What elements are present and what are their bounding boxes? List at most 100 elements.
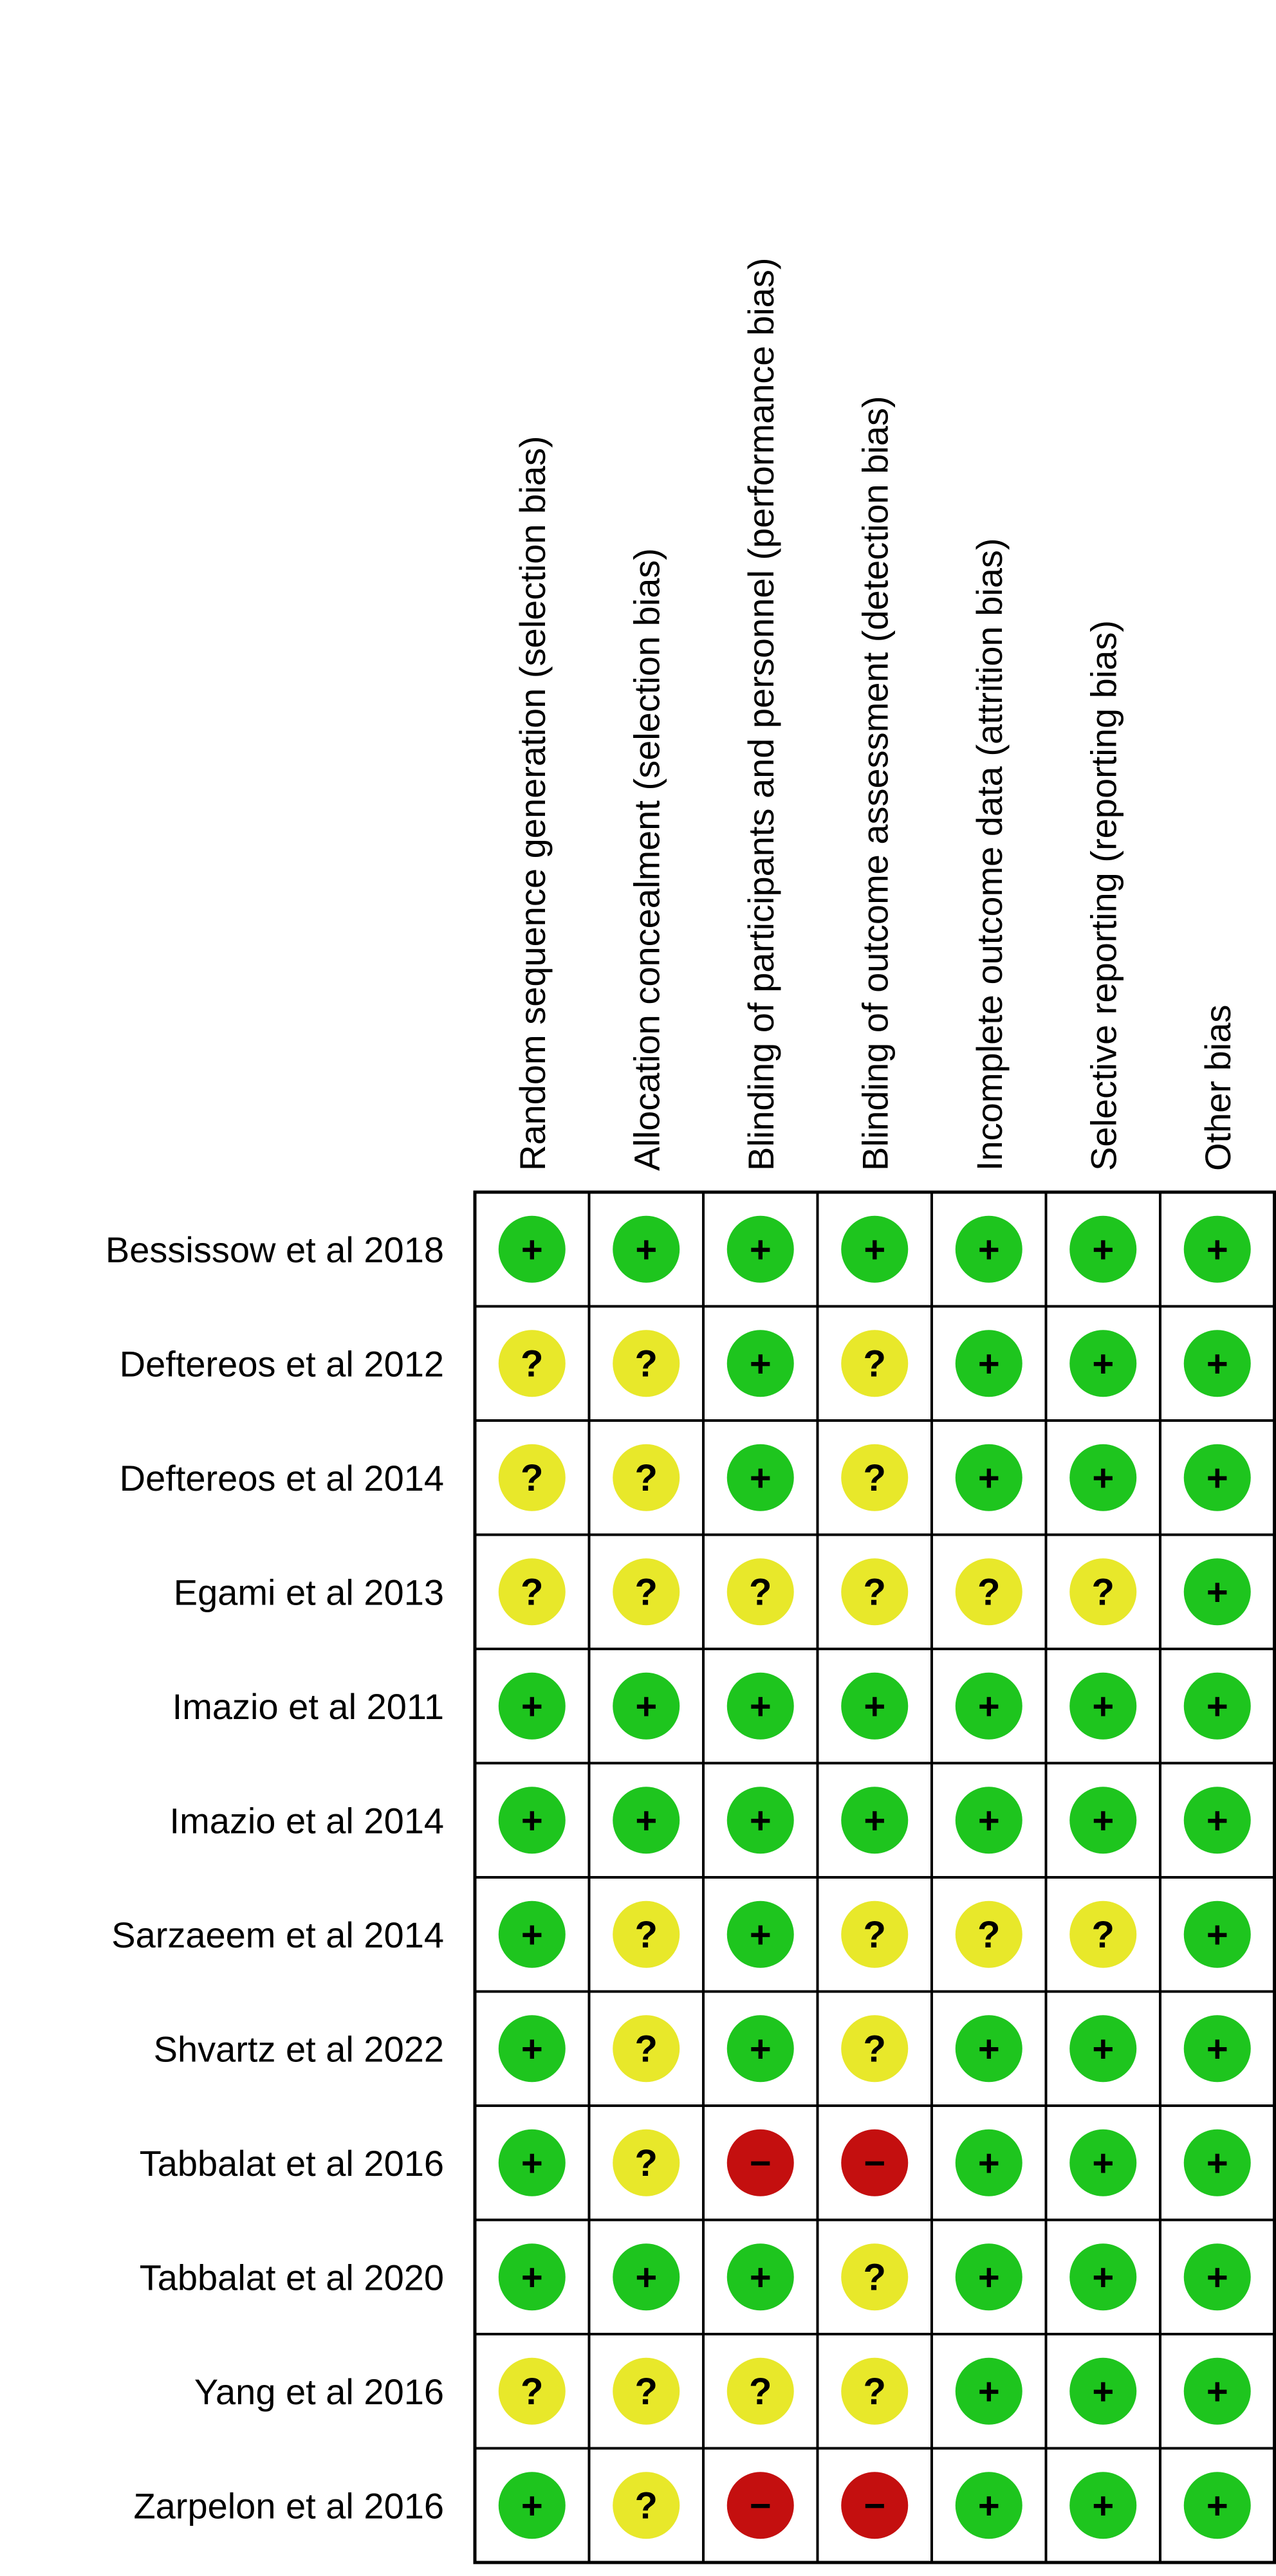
rating-cell: + — [1044, 1419, 1161, 1536]
unclear-risk-marker — [1069, 1558, 1137, 1626]
low-risk-glyph: + — [1207, 1457, 1228, 1499]
low-risk-marker — [726, 2243, 794, 2311]
low-risk-glyph: + — [1092, 1686, 1114, 1727]
unclear-risk-glyph: ? — [521, 2371, 543, 2413]
low-risk-glyph: + — [635, 2257, 657, 2299]
column-header: Random sequence generation (selection bi… — [512, 436, 553, 1171]
rating-cell: + — [702, 1876, 819, 1993]
rating-cell: − — [816, 2104, 933, 2222]
low-risk-glyph: + — [1207, 1572, 1228, 1614]
low-risk-marker — [498, 2129, 566, 2196]
unclear-risk-glyph: ? — [635, 1914, 658, 1956]
rating-cell: + — [1044, 1191, 1161, 1308]
unclear-risk-glyph: ? — [521, 1572, 543, 1614]
unclear-risk-marker — [613, 1330, 680, 1397]
low-risk-marker — [498, 2243, 566, 2311]
rating-cell: ? — [816, 1533, 933, 1650]
low-risk-marker — [1183, 1444, 1251, 1511]
low-risk-glyph: + — [1207, 2029, 1228, 2070]
low-risk-marker — [498, 2015, 566, 2083]
low-risk-marker — [726, 1672, 794, 1740]
rating-cell: ? — [702, 2333, 819, 2450]
rating-cell: + — [474, 1191, 591, 1308]
rating-cell: + — [1159, 2104, 1276, 2222]
unclear-risk-glyph: ? — [635, 1457, 658, 1499]
rating-cell: + — [474, 2218, 591, 2335]
low-risk-glyph: + — [750, 2029, 772, 2070]
rating-cell: + — [702, 1305, 819, 1422]
rating-cell: + — [930, 1305, 1048, 1422]
low-risk-marker — [498, 1672, 566, 1740]
study-label: Sarzaeem et al 2014 — [111, 1915, 444, 1955]
rating-cell: ? — [474, 1419, 591, 1536]
low-risk-glyph: + — [521, 2142, 543, 2184]
low-risk-marker — [1183, 2472, 1251, 2539]
column-headers: Random sequence generation (selection bi… — [512, 258, 1238, 1171]
unclear-risk-marker — [613, 2357, 680, 2425]
unclear-risk-glyph: ? — [749, 1572, 772, 1614]
rating-cell: + — [587, 2218, 705, 2335]
low-risk-glyph: + — [521, 1800, 543, 1842]
rating-cell: ? — [587, 2447, 705, 2564]
unclear-risk-marker — [613, 2129, 680, 2196]
rating-cell: + — [1044, 2218, 1161, 2335]
low-risk-marker — [1183, 2015, 1251, 2083]
low-risk-glyph: + — [1207, 1686, 1228, 1727]
rating-cell: + — [1044, 2333, 1161, 2450]
low-risk-marker — [1183, 1330, 1251, 1397]
high-risk-glyph: − — [750, 2142, 772, 2184]
rating-cell: + — [587, 1762, 705, 1879]
low-risk-glyph: + — [750, 1457, 772, 1499]
low-risk-marker — [498, 1215, 566, 1283]
unclear-risk-glyph: ? — [864, 1572, 886, 1614]
rating-cell: ? — [474, 2333, 591, 2450]
low-risk-marker — [613, 1215, 680, 1283]
low-risk-glyph: + — [1092, 1800, 1114, 1842]
low-risk-marker — [841, 1215, 909, 1283]
unclear-risk-marker — [613, 2472, 680, 2539]
rating-cell: + — [930, 1990, 1048, 2107]
high-risk-marker — [726, 2129, 794, 2196]
low-risk-glyph: + — [1092, 2029, 1114, 2070]
low-risk-glyph: + — [521, 2257, 543, 2299]
study-label: Zarpelon et al 2016 — [133, 2485, 444, 2526]
low-risk-glyph: + — [1207, 2142, 1228, 2184]
low-risk-glyph: + — [750, 1800, 772, 1842]
high-risk-marker — [841, 2472, 909, 2539]
low-risk-marker — [955, 2243, 1022, 2311]
rating-cell: + — [474, 1990, 591, 2107]
study-label: Bessissow et al 2018 — [106, 1229, 444, 1270]
low-risk-marker — [1069, 2243, 1137, 2311]
rating-cell: + — [1159, 1191, 1276, 1308]
low-risk-marker — [955, 2015, 1022, 2083]
low-risk-marker — [955, 1330, 1022, 1397]
low-risk-glyph: + — [978, 2142, 1000, 2184]
rating-cell: ? — [816, 2218, 933, 2335]
unclear-risk-marker — [955, 1900, 1022, 1968]
unclear-risk-marker — [841, 1900, 909, 1968]
rating-cell: + — [1159, 1648, 1276, 1765]
unclear-risk-glyph: ? — [635, 2029, 658, 2070]
cell-border — [816, 1533, 933, 1650]
low-risk-glyph: + — [1092, 2142, 1114, 2184]
study-label: Deftereos et al 2012 — [120, 1343, 444, 1384]
study-label: Yang et al 2016 — [194, 2371, 444, 2412]
rating-cell: − — [816, 2447, 933, 2564]
cell-border — [1159, 1533, 1276, 1650]
low-risk-glyph: + — [1207, 2257, 1228, 2299]
unclear-risk-glyph: ? — [635, 2142, 658, 2184]
low-risk-marker — [955, 1672, 1022, 1740]
low-risk-glyph: + — [1207, 1800, 1228, 1842]
low-risk-glyph: + — [978, 1800, 1000, 1842]
rating-cell: + — [930, 1419, 1048, 1536]
unclear-risk-glyph: ? — [864, 1457, 886, 1499]
rating-cell: + — [1044, 1648, 1161, 1765]
unclear-risk-glyph: ? — [864, 1914, 886, 1956]
unclear-risk-marker — [841, 2243, 909, 2311]
column-header: Incomplete outcome data (attrition bias) — [969, 538, 1010, 1171]
rating-cell: + — [930, 1762, 1048, 1879]
rating-cell: ? — [587, 2333, 705, 2450]
rating-cell: + — [930, 1648, 1048, 1765]
low-risk-glyph: + — [635, 1800, 657, 1842]
rating-cell: + — [702, 1648, 819, 1765]
